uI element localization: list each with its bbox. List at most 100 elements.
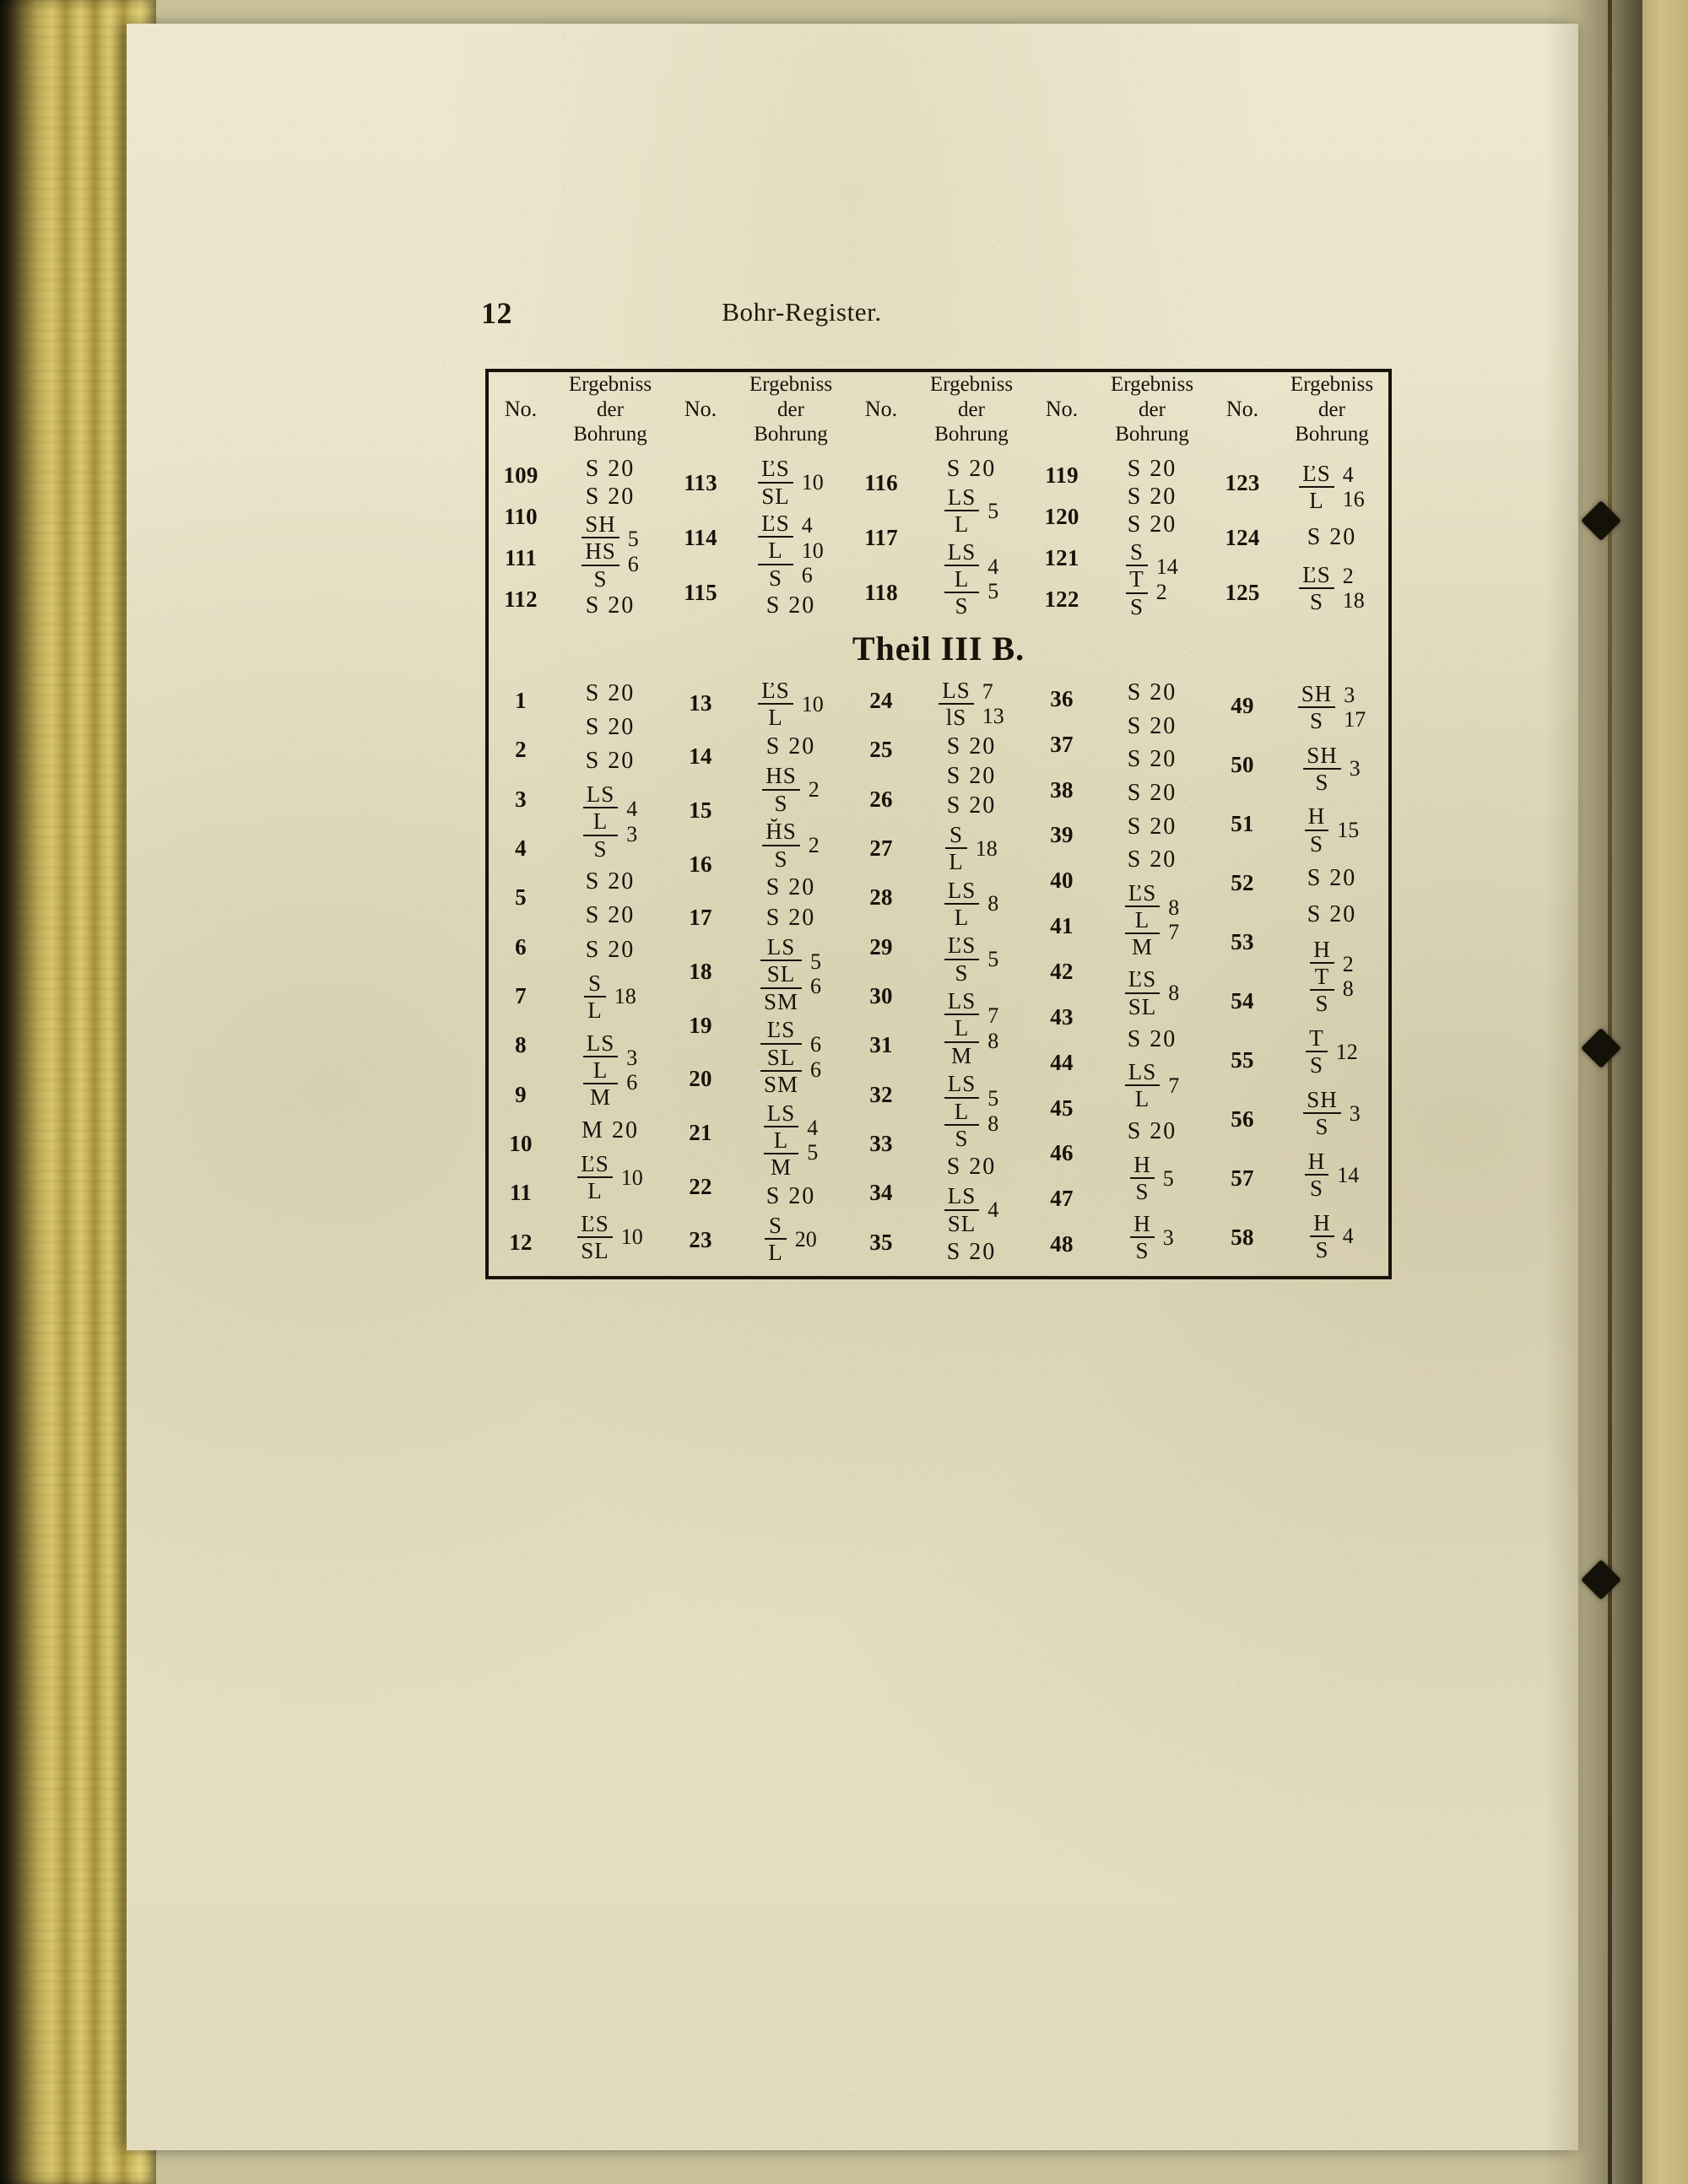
running-title: Bohr-Register.: [722, 297, 882, 327]
row-no: 10: [509, 1131, 533, 1157]
header-no: No.: [1225, 396, 1259, 421]
row-value: ĽS L 10: [733, 677, 848, 733]
row-value: S 20: [1095, 1023, 1209, 1057]
row-no: 33: [869, 1131, 893, 1157]
fraction-numbers: 18: [614, 984, 636, 1008]
fraction-stack: LS L M: [582, 1030, 619, 1111]
row-value: LS L M 4 5: [733, 1099, 848, 1181]
row-no: 110: [504, 504, 538, 530]
result-value-fraction: ĽS L 10: [577, 1151, 643, 1204]
fraction-level: L: [763, 1127, 799, 1155]
fraction-stack: ĽS SL: [1124, 966, 1160, 1019]
row-no: 13: [689, 689, 712, 716]
fraction-level: LS: [582, 781, 619, 809]
fraction-numbers: 4: [987, 1197, 998, 1222]
row-value: ĽS SL 10: [553, 1208, 668, 1268]
fraction-stack: LS L M: [763, 1100, 799, 1181]
fraction-level: LS: [1124, 1059, 1160, 1087]
value-stack: ĽS L 4 16 S 20 ĽS S 2 18: [1275, 447, 1388, 629]
fraction-level: SL: [1128, 993, 1157, 1019]
fraction-number: 17: [1344, 706, 1366, 732]
fraction-numbers: 8: [1168, 981, 1179, 1005]
row-no: 23: [689, 1227, 712, 1253]
row-no: 46: [1050, 1140, 1074, 1166]
running-head: 12 Bohr-Register.: [194, 295, 1409, 339]
fraction-level: ĽS: [758, 456, 793, 484]
row-no: 111: [504, 544, 538, 570]
result-value-fraction: LS L 7: [1124, 1059, 1179, 1112]
row-no: 115: [684, 579, 717, 605]
row-no: 117: [864, 524, 898, 550]
fraction-number: 6: [810, 1057, 822, 1082]
table-head: No. Ergebniss der Bohrung No. Ergebniss der Boh…: [487, 370, 1390, 447]
row-no: 34: [869, 1180, 893, 1206]
fraction-stack: HS S: [762, 763, 800, 816]
result-value-plain: S 20: [1127, 779, 1177, 806]
fraction-level: HS: [762, 763, 800, 791]
result-value-fraction: H̆S S 2: [762, 819, 820, 872]
fraction-stack: LS L M: [944, 988, 980, 1068]
row-no: 26: [869, 786, 893, 812]
section-heading-band: Theil III B.: [487, 629, 1390, 668]
row-no: 51: [1231, 811, 1254, 836]
row-no: 41: [1050, 913, 1074, 939]
row-value: S 20: [733, 873, 848, 903]
fraction-level: H: [1130, 1152, 1155, 1180]
column-no: 49 50 51 52 53 54 55 56 57 58: [1209, 668, 1275, 1278]
result-value-plain: S 20: [946, 1154, 997, 1181]
fraction-numbers: 14 2: [1156, 554, 1178, 604]
row-no: 17: [689, 905, 712, 931]
row-no: 30: [869, 983, 893, 1009]
fraction-numbers: 3 17: [1344, 683, 1366, 733]
row-no: 2: [515, 737, 527, 763]
value-stack: S 20 S 20 S 20 S T S 14 2: [1095, 447, 1209, 629]
fraction-level: H: [1310, 937, 1334, 965]
result-value-plain: S 20: [1127, 679, 1177, 706]
fraction-level: L: [758, 538, 793, 565]
result-value-fraction: LS L 8: [944, 878, 998, 931]
row-value: T S 12: [1275, 1021, 1388, 1083]
fraction-level: L: [954, 511, 970, 538]
fraction-level: S: [774, 790, 788, 816]
column-ergebniss: ĽS SL 10 ĽS L S 4 10 6 S 20: [733, 447, 848, 629]
header-ergebniss: Ergebniss der Bohrung: [1095, 370, 1209, 447]
fraction-level: M: [589, 1084, 611, 1111]
fraction-stack: ĽS L M: [1124, 880, 1160, 960]
fraction-level: H: [1310, 1210, 1334, 1238]
row-value: S 20: [914, 456, 1029, 484]
result-value-fraction: S L 18: [584, 970, 636, 1024]
fraction-number: 3: [626, 1045, 638, 1070]
fraction-numbers: 4: [1343, 1224, 1354, 1248]
row-value: S 20: [1095, 484, 1209, 511]
row-no: 11: [510, 1180, 532, 1206]
row-value: ĽS L S 4 10 6: [733, 510, 848, 592]
row-value: S 20: [914, 1153, 1029, 1182]
row-no: 42: [1050, 958, 1074, 984]
printed-page: 12 Bohr-Register. No. Ergebniss der Bohrung…: [127, 24, 1578, 2150]
row-value: SH S 3: [1275, 738, 1388, 799]
fraction-numbers: 10: [621, 1224, 643, 1249]
result-value-fraction: LS L S 4 3: [582, 781, 637, 862]
fraction-level: T: [1126, 566, 1148, 594]
row-value: S L 18: [914, 820, 1029, 876]
no-stack: 36 37 38 39 40 41 42 43 44 45 46 47 48: [1029, 668, 1095, 1276]
row-no: 21: [689, 1119, 712, 1145]
result-value-plain: S 20: [585, 936, 636, 963]
row-value: S 20: [733, 1181, 848, 1211]
fraction-level: T: [1310, 964, 1334, 992]
fraction-level: L: [768, 1240, 783, 1266]
row-value: S 20: [1095, 1116, 1209, 1149]
fraction-stack: LS SL SM: [760, 934, 803, 1014]
result-value-fraction: ĽS L S 4 10 6: [758, 511, 824, 591]
fraction-numbers: 5: [987, 499, 998, 523]
header-ergebniss-line: Bohrung: [1295, 423, 1369, 446]
fraction-level: S: [1309, 707, 1323, 733]
fraction-number: 2: [1342, 951, 1354, 976]
book-gutter-shadow: [1545, 0, 1646, 2184]
column-ergebniss: S 20 S 20 SH HS S 5 6 S 20: [553, 447, 668, 629]
fraction-number: 8: [1168, 980, 1180, 1005]
value-stack: S 20 LS L 5 LS L S 4 5: [914, 447, 1029, 629]
